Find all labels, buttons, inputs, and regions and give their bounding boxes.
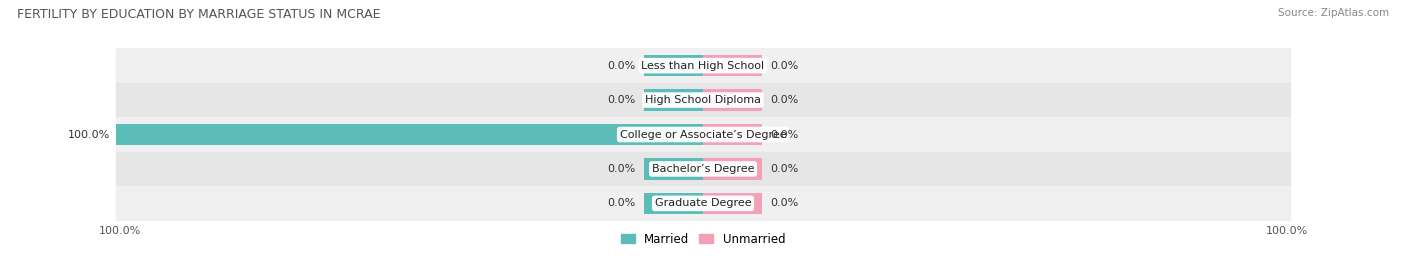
Bar xyxy=(117,186,1289,221)
Text: 0.0%: 0.0% xyxy=(607,164,636,174)
Text: 0.0%: 0.0% xyxy=(770,129,799,140)
Text: 0.0%: 0.0% xyxy=(770,95,799,105)
Bar xyxy=(117,83,1289,117)
Bar xyxy=(117,48,1289,83)
Bar xyxy=(703,89,762,111)
Bar xyxy=(703,193,762,214)
Legend: Married, Unmarried: Married, Unmarried xyxy=(620,233,786,246)
Bar xyxy=(644,158,703,180)
Bar xyxy=(644,89,703,111)
Bar xyxy=(644,193,703,214)
Bar xyxy=(703,124,762,145)
Text: Graduate Degree: Graduate Degree xyxy=(655,198,751,208)
Bar xyxy=(703,55,762,76)
Text: 0.0%: 0.0% xyxy=(770,198,799,208)
Text: Bachelor’s Degree: Bachelor’s Degree xyxy=(652,164,754,174)
Bar xyxy=(117,124,703,145)
Text: 0.0%: 0.0% xyxy=(770,164,799,174)
Text: College or Associate’s Degree: College or Associate’s Degree xyxy=(620,129,786,140)
Bar xyxy=(117,152,1289,186)
Text: 0.0%: 0.0% xyxy=(607,198,636,208)
Text: 100.0%: 100.0% xyxy=(1265,226,1308,236)
Text: 100.0%: 100.0% xyxy=(67,129,110,140)
Text: Less than High School: Less than High School xyxy=(641,61,765,71)
Text: 0.0%: 0.0% xyxy=(607,95,636,105)
Text: Source: ZipAtlas.com: Source: ZipAtlas.com xyxy=(1278,8,1389,18)
Text: 0.0%: 0.0% xyxy=(770,61,799,71)
Text: 100.0%: 100.0% xyxy=(98,226,141,236)
Bar xyxy=(117,117,1289,152)
Bar xyxy=(703,158,762,180)
Text: High School Diploma: High School Diploma xyxy=(645,95,761,105)
Bar xyxy=(644,55,703,76)
Text: 0.0%: 0.0% xyxy=(607,61,636,71)
Text: FERTILITY BY EDUCATION BY MARRIAGE STATUS IN MCRAE: FERTILITY BY EDUCATION BY MARRIAGE STATU… xyxy=(17,8,381,21)
